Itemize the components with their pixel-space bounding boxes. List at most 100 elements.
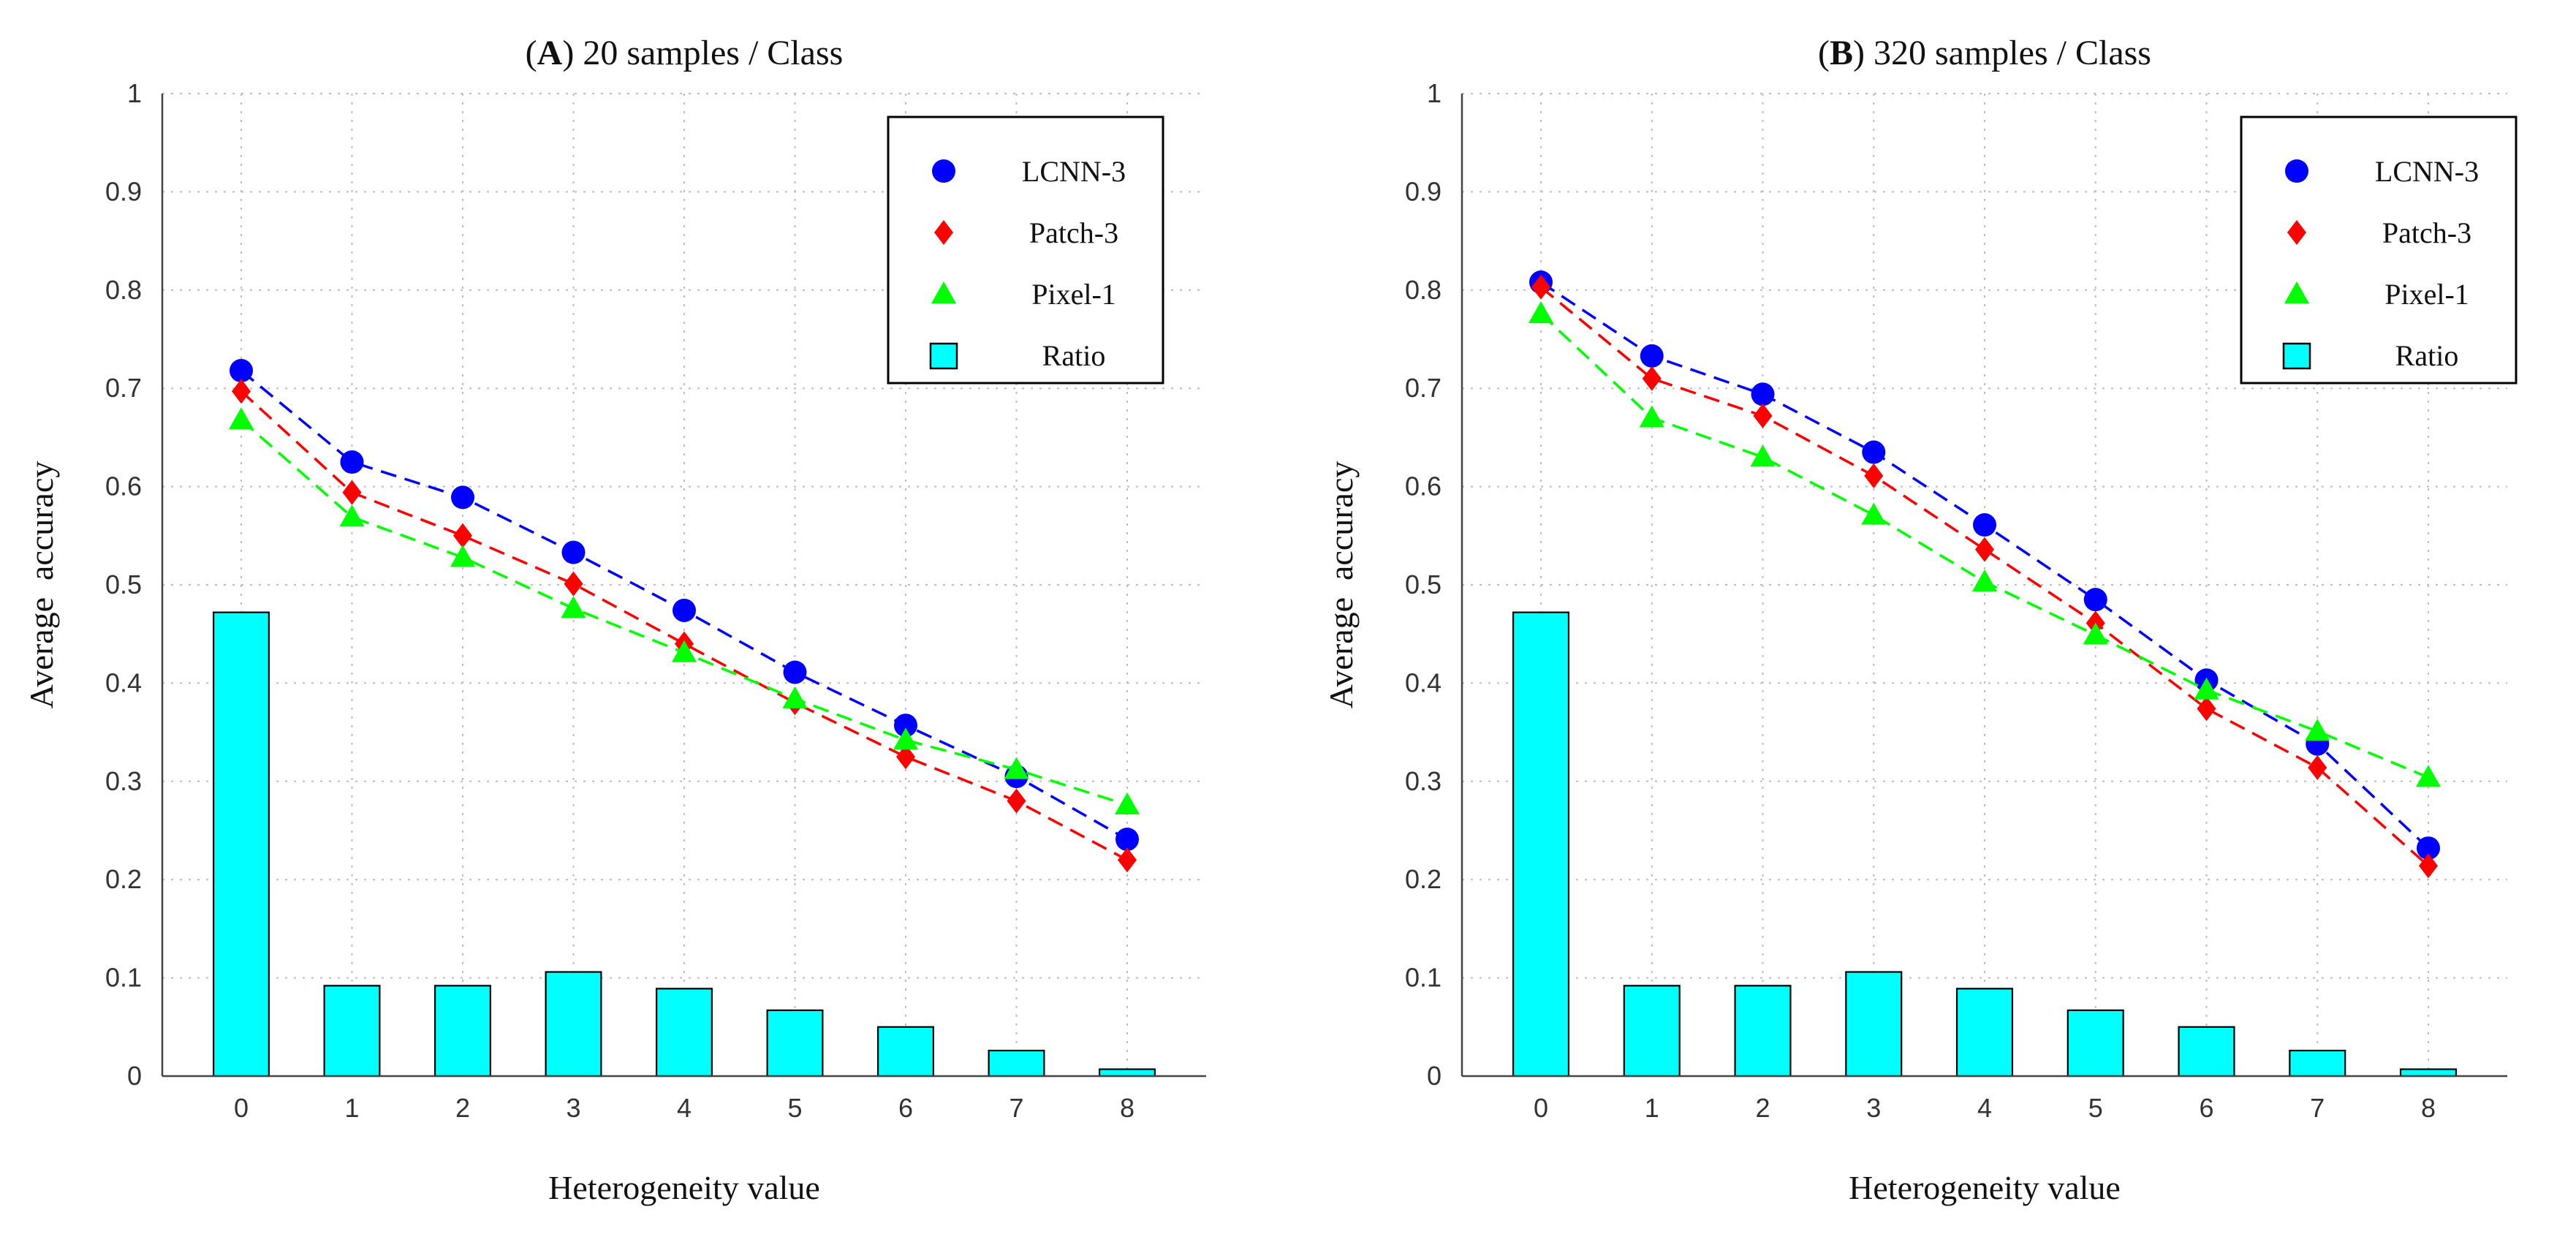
title-text: 320 samples / Class	[1865, 34, 2151, 72]
y-tick-label: 0	[127, 1061, 142, 1091]
x-tick-label: 2	[455, 1093, 470, 1123]
y-tick-label: 0.9	[1405, 176, 1442, 206]
x-axis-label: Heterogeneity value	[548, 1169, 820, 1206]
legend-label-patch-3: Patch-3	[2382, 216, 2471, 249]
point-patch-3-4	[1975, 537, 1994, 562]
point-pixel-1-1	[339, 504, 365, 527]
legend-marker-lcnn-3	[932, 159, 955, 183]
x-tick-label: 0	[1534, 1093, 1548, 1123]
bar-ratio-6	[2178, 1026, 2235, 1078]
y-tick-label: 0.8	[1405, 275, 1442, 305]
point-lcnn-3-4	[673, 598, 696, 622]
y-tick-label: 0.8	[105, 275, 142, 305]
x-tick-label: 4	[1977, 1093, 1992, 1123]
point-pixel-1-2	[450, 545, 475, 567]
bar-ratio-3	[1845, 971, 1903, 1078]
bar-ratio-6	[877, 1026, 934, 1078]
point-lcnn-3-8	[2417, 836, 2440, 860]
chart-panel-b: (B) 320 samples / Class 0 0.1 0.2 0.3 0.4 0.5 0…	[1322, 34, 2518, 1206]
x-tick-label: 7	[2310, 1093, 2325, 1123]
legend-label-pixel-1: Pixel-1	[2384, 278, 2469, 311]
point-pixel-1-2	[1750, 444, 1776, 467]
point-pixel-1-7	[2305, 719, 2330, 741]
bar-ratio-5	[766, 1009, 824, 1078]
bar-ratio-3	[545, 971, 602, 1078]
legend-label-ratio: Ratio	[1042, 339, 1106, 372]
y-tick-label: 1	[127, 78, 142, 108]
legend-marker-patch-3	[934, 220, 953, 245]
legend-marker-patch-3	[2287, 220, 2306, 245]
point-pixel-1-8	[2416, 765, 2441, 787]
point-patch-3-3	[1864, 463, 1884, 488]
point-pixel-1-0	[1528, 301, 1553, 324]
point-pixel-1-4	[1972, 569, 1997, 591]
point-lcnn-3-2	[1751, 382, 1775, 406]
x-tick-label: 6	[898, 1093, 913, 1123]
point-patch-3-0	[1531, 274, 1550, 300]
chart-title: (B) 320 samples / Class	[1818, 34, 2151, 72]
x-tick-label: 8	[2421, 1093, 2436, 1123]
point-pixel-1-1	[1639, 405, 1664, 428]
y-tick-label: 0.7	[105, 373, 142, 403]
bar-ratio-4	[656, 988, 713, 1078]
y-tick-label: 0.5	[105, 569, 142, 599]
point-pixel-1-8	[1115, 792, 1140, 815]
point-patch-3-1	[342, 480, 362, 505]
legend-label-ratio: Ratio	[2395, 339, 2459, 372]
title-open-paren: (	[1818, 34, 1830, 72]
y-tick-label: 0	[1427, 1061, 1442, 1091]
point-patch-3-6	[896, 744, 915, 770]
y-tick-label: 0.6	[105, 472, 142, 501]
point-pixel-1-3	[1861, 502, 1887, 525]
y-axis-label: Average accuracy	[23, 461, 60, 709]
point-pixel-1-0	[229, 407, 254, 430]
y-tick-label: 0.3	[105, 766, 142, 796]
point-patch-3-7	[1007, 788, 1026, 814]
point-patch-3-6	[2197, 696, 2216, 722]
point-lcnn-3-5	[2083, 588, 2107, 612]
legend-box	[2240, 116, 2518, 385]
point-lcnn-3-1	[340, 450, 364, 474]
x-axis-label: Heterogeneity value	[1849, 1169, 2121, 1206]
y-tick-label: 0.5	[1405, 569, 1442, 599]
legend-marker-lcnn-3	[2285, 159, 2308, 183]
y-tick-label: 0.9	[105, 176, 142, 206]
x-tick-label: 4	[677, 1093, 692, 1123]
legend-label-lcnn-3: LCNN-3	[1022, 155, 1126, 188]
x-tick-label: 1	[1645, 1093, 1659, 1123]
x-tick-label: 3	[1866, 1093, 1881, 1123]
x-tick-label: 5	[787, 1093, 802, 1123]
bar-ratio-0	[213, 611, 270, 1078]
point-lcnn-3-3	[1862, 440, 1886, 464]
x-tick-label: 0	[234, 1093, 249, 1123]
legend-marker-ratio	[929, 342, 958, 370]
bar-ratio-0	[1512, 611, 1570, 1078]
point-pixel-1-4	[672, 640, 697, 662]
x-tick-label: 3	[566, 1093, 580, 1123]
point-patch-3-7	[2308, 754, 2327, 780]
y-tick-label: 0.3	[1405, 766, 1442, 796]
title-open-paren: (	[526, 34, 537, 72]
point-patch-3-0	[232, 379, 251, 404]
point-patch-3-1	[1642, 366, 1662, 391]
series-line-patch-3	[1539, 286, 2430, 867]
bar-ratio-1	[323, 985, 381, 1078]
x-tick-label: 5	[2088, 1093, 2103, 1123]
bar-ratio-8	[1099, 1068, 1156, 1078]
y-tick-label: 0.1	[105, 963, 142, 993]
y-tick-label: 0.2	[105, 864, 142, 894]
point-patch-3-2	[1753, 403, 1773, 428]
title-panel-letter: A	[537, 34, 563, 72]
y-tick-label: 0.4	[105, 667, 142, 697]
point-pixel-1-6	[893, 727, 918, 750]
series-line-patch-3	[240, 390, 1128, 861]
point-pixel-1-3	[561, 596, 586, 618]
title-panel-letter: B	[1830, 34, 1853, 72]
x-tick-label: 2	[1755, 1093, 1770, 1123]
point-lcnn-3-5	[783, 660, 807, 684]
legend-marker-ratio	[2282, 342, 2311, 370]
point-pixel-1-5	[782, 686, 808, 708]
x-tick-label: 6	[2199, 1093, 2213, 1123]
chart-panel-a: (A) 20 samples / Class 0 0.1 0.2 0.3 0.4 0.5 0.…	[23, 34, 1206, 1206]
point-patch-3-3	[564, 571, 583, 597]
